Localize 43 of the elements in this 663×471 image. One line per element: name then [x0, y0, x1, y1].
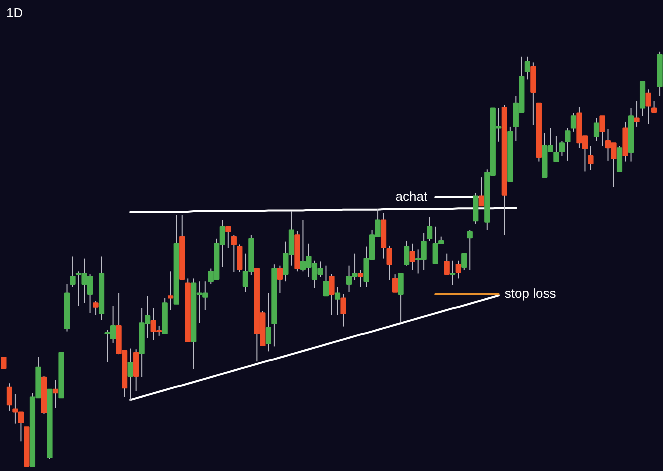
candlestick [427, 216, 433, 242]
candlestick [404, 240, 410, 266]
candlestick [444, 253, 450, 276]
candlestick [168, 271, 174, 311]
candlestick [134, 349, 140, 392]
candlestick [524, 56, 530, 80]
candlestick [616, 146, 623, 172]
candlestick [231, 234, 237, 273]
candlestick [588, 146, 594, 171]
series-label: stop loss [504, 286, 557, 301]
candlestick [398, 273, 404, 324]
candlestick [237, 244, 243, 273]
candlestick [386, 245, 392, 281]
candlestick [594, 118, 600, 142]
candlestick [456, 260, 462, 280]
candlestick [392, 274, 398, 293]
candlestick [226, 226, 232, 249]
candlestick [358, 270, 364, 288]
candlestick [565, 128, 571, 162]
candlestick [340, 294, 346, 328]
candlestick [52, 380, 59, 409]
candlestick [323, 265, 330, 297]
series-label: achat [396, 188, 428, 204]
candlestick [410, 243, 416, 271]
candlestick [634, 100, 640, 128]
candlestick [70, 256, 76, 288]
candlestick [646, 89, 652, 125]
candlestick [329, 274, 335, 316]
candlestick [93, 300, 99, 316]
candlestick [600, 116, 606, 147]
candlestick [570, 112, 577, 132]
candlestick [277, 265, 284, 294]
candlestick [478, 177, 484, 207]
candlestick [467, 230, 473, 271]
candlestick [450, 260, 456, 286]
candlestick [334, 286, 341, 316]
candlestick [128, 348, 134, 402]
candlestick [462, 253, 468, 271]
chart-title: 1D [6, 6, 24, 20]
candlestick [1, 356, 7, 370]
candlestick [651, 100, 658, 113]
candlestick [266, 292, 272, 352]
candlestick [6, 383, 13, 412]
